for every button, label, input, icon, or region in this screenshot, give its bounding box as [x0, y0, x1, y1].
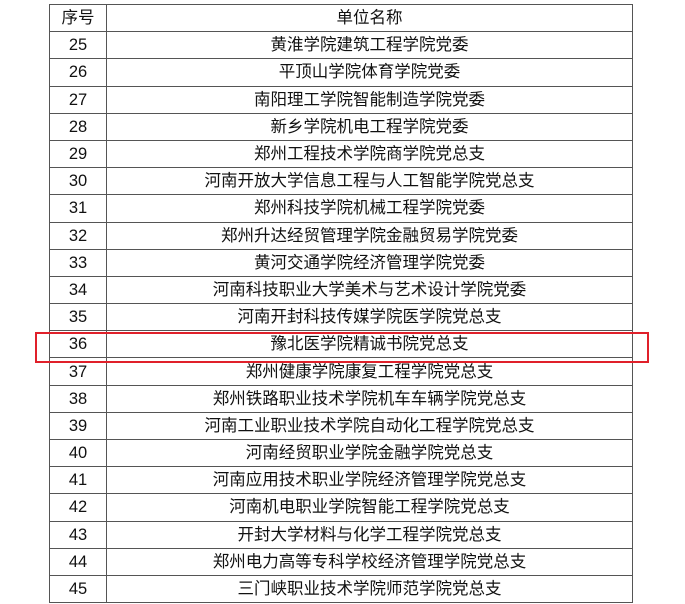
highlight-box — [35, 332, 649, 363]
row-unit-name: 南阳理工学院智能制造学院党委 — [106, 85, 633, 114]
table-row: 29 郑州工程技术学院商学院党总支 — [49, 139, 633, 169]
row-index: 42 — [49, 493, 107, 522]
row-unit-name: 河南科技职业大学美术与艺术设计学院党委 — [106, 275, 633, 305]
row-unit-name: 河南开放大学信息工程与人工智能学院党总支 — [106, 167, 633, 196]
row-unit-name: 郑州科技学院机械工程学院党委 — [106, 194, 633, 223]
table-row: 36 豫北医学院精诚书院党总支 — [49, 330, 633, 359]
row-index: 30 — [49, 167, 107, 196]
row-unit-name: 黄河交通学院经济管理学院党委 — [106, 248, 633, 277]
table-row: 27 南阳理工学院智能制造学院党委 — [49, 85, 633, 114]
row-index: 41 — [49, 466, 107, 495]
row-index: 26 — [49, 58, 107, 87]
table-row: 42 河南机电职业学院智能工程学院党总支 — [49, 493, 633, 522]
table-row: 31 郑州科技学院机械工程学院党委 — [49, 194, 633, 223]
table-header-row: 序号 单位名称 — [49, 3, 633, 33]
row-unit-name: 郑州电力高等专科学校经济管理学院党总支 — [106, 547, 633, 576]
row-index: 40 — [49, 438, 107, 468]
row-unit-name: 平顶山学院体育学院党委 — [106, 58, 633, 87]
table-row: 35 河南开封科技传媒学院医学院党总支 — [49, 303, 633, 332]
row-index: 25 — [49, 31, 107, 60]
row-unit-name: 河南工业职业技术学院自动化工程学院党总支 — [106, 411, 633, 441]
row-index: 34 — [49, 275, 107, 305]
table-row: 38 郑州铁路职业技术学院机车车辆学院党总支 — [49, 384, 633, 413]
row-unit-name: 开封大学材料与化学工程学院党总支 — [106, 520, 633, 549]
table-row: 34 河南科技职业大学美术与艺术设计学院党委 — [49, 275, 633, 305]
row-index: 33 — [49, 248, 107, 277]
row-unit-name: 河南应用技术职业学院经济管理学院党总支 — [106, 466, 633, 495]
row-unit-name: 新乡学院机电工程学院党委 — [106, 112, 633, 141]
row-unit-name: 黄淮学院建筑工程学院党委 — [106, 31, 633, 60]
header-unit-name: 单位名称 — [106, 3, 633, 33]
table-row: 40 河南经贸职业学院金融学院党总支 — [49, 438, 633, 468]
row-index: 32 — [49, 221, 107, 250]
table-row: 33 黄河交通学院经济管理学院党委 — [49, 248, 633, 277]
table-row: 25 黄淮学院建筑工程学院党委 — [49, 31, 633, 60]
table-row: 44 郑州电力高等专科学校经济管理学院党总支 — [49, 547, 633, 576]
row-unit-name: 郑州工程技术学院商学院党总支 — [106, 139, 633, 169]
row-index: 45 — [49, 574, 107, 604]
table-row: 39 河南工业职业技术学院自动化工程学院党总支 — [49, 411, 633, 441]
header-index: 序号 — [49, 3, 107, 33]
row-unit-name: 郑州铁路职业技术学院机车车辆学院党总支 — [106, 384, 633, 413]
row-unit-name: 三门峡职业技术学院师范学院党总支 — [106, 574, 633, 604]
table-row: 41 河南应用技术职业学院经济管理学院党总支 — [49, 466, 633, 495]
row-index: 43 — [49, 520, 107, 549]
row-unit-name: 豫北医学院精诚书院党总支 — [106, 330, 633, 359]
row-unit-name: 河南经贸职业学院金融学院党总支 — [106, 438, 633, 468]
table-row: 26 平顶山学院体育学院党委 — [49, 58, 633, 87]
row-index: 28 — [49, 112, 107, 141]
table-row: 30 河南开放大学信息工程与人工智能学院党总支 — [49, 167, 633, 196]
units-table: 序号 单位名称 25 黄淮学院建筑工程学院党委 26 平顶山学院体育学院党委 27 南阳理… — [49, 3, 633, 604]
row-index: 31 — [49, 194, 107, 223]
table-row: 28 新乡学院机电工程学院党委 — [49, 112, 633, 141]
row-index: 44 — [49, 547, 107, 576]
row-unit-name: 河南开封科技传媒学院医学院党总支 — [106, 303, 633, 332]
table-row: 43 开封大学材料与化学工程学院党总支 — [49, 520, 633, 549]
row-index: 39 — [49, 411, 107, 441]
row-index: 36 — [49, 330, 107, 359]
row-unit-name: 河南机电职业学院智能工程学院党总支 — [106, 493, 633, 522]
row-unit-name: 郑州升达经贸管理学院金融贸易学院党委 — [106, 221, 633, 250]
row-index: 35 — [49, 303, 107, 332]
row-index: 29 — [49, 139, 107, 169]
row-index: 38 — [49, 384, 107, 413]
row-index: 27 — [49, 85, 107, 114]
table-row: 45 三门峡职业技术学院师范学院党总支 — [49, 574, 633, 604]
table-row: 32 郑州升达经贸管理学院金融贸易学院党委 — [49, 221, 633, 250]
